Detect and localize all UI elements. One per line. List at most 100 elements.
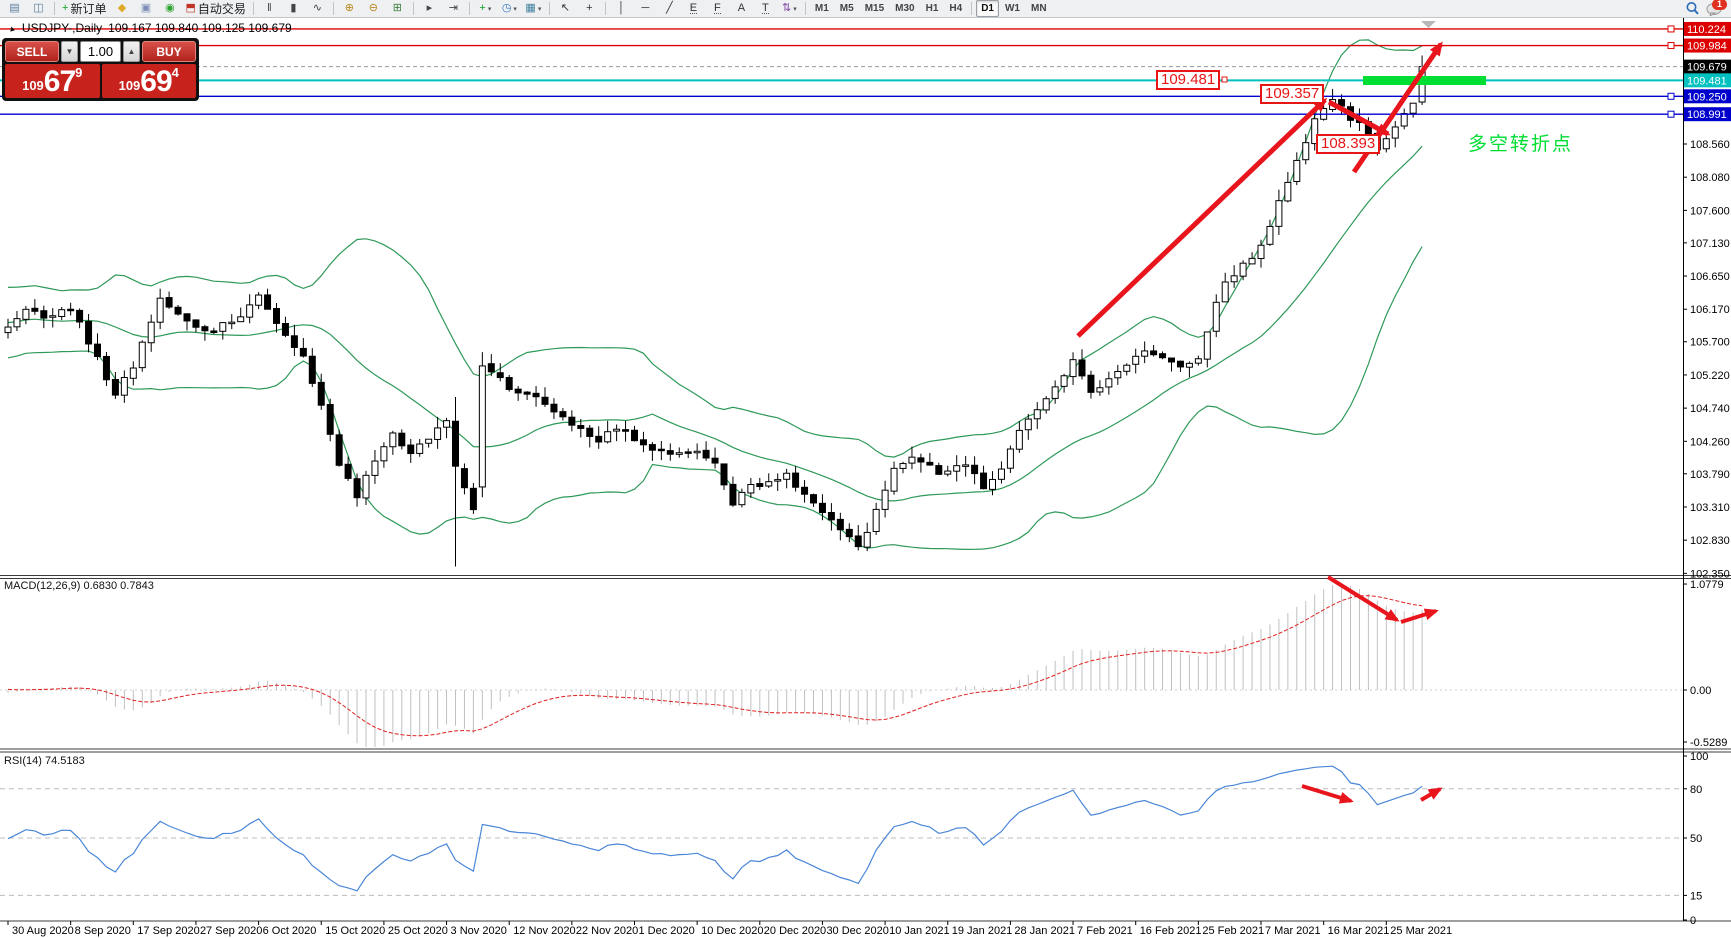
- text-label-tool-button[interactable]: T: [754, 0, 777, 18]
- price-annotation-109481[interactable]: 109.481: [1156, 70, 1221, 90]
- rsi-down-arrow[interactable]: [1301, 784, 1354, 804]
- zoom-in-button[interactable]: ⊕: [338, 0, 361, 18]
- zoom-out-button[interactable]: ⊖: [362, 0, 385, 18]
- templates-dropdown-icon[interactable]: ▾: [537, 5, 542, 13]
- volume-increase-button[interactable]: ▲: [123, 41, 140, 62]
- candle-body: [1006, 448, 1014, 469]
- chart-shift-marker[interactable]: [1421, 21, 1436, 28]
- candle-body: [94, 343, 101, 357]
- timeframe-M1[interactable]: M1: [814, 3, 829, 14]
- new-order-button[interactable]: + 新订单: [59, 0, 109, 18]
- candle-body: [443, 420, 451, 428]
- market-button[interactable]: ▣: [134, 0, 157, 18]
- crosshair-tool-button[interactable]: +: [578, 0, 601, 18]
- toolbar-separator: [971, 2, 973, 15]
- periods-button[interactable]: ◷ ▾: [498, 0, 521, 18]
- tile-windows-button[interactable]: ⊞: [386, 0, 409, 18]
- candle-body: [398, 432, 406, 447]
- metaeditor-button[interactable]: ◆: [110, 0, 133, 18]
- timeframe-M5[interactable]: M5: [839, 3, 854, 14]
- auto-scroll-button[interactable]: ▸: [418, 0, 441, 18]
- chart-profiles-button[interactable]: ◫: [27, 0, 50, 18]
- price-annotation-108393[interactable]: 108.393: [1316, 134, 1381, 154]
- line-chart-mode-button[interactable]: ∿: [306, 0, 329, 18]
- chart-collapse-icon[interactable]: ▲: [6, 22, 17, 34]
- price-tag: [1684, 89, 1731, 104]
- axis-tick-label: 104.260: [1690, 436, 1730, 448]
- indicators-list-dropdown-icon[interactable]: ▾: [487, 5, 492, 13]
- ask-base: 109: [118, 78, 141, 93]
- macd-flat-arrow[interactable]: [1400, 608, 1439, 624]
- line-chart-mode-icon: ∿: [312, 2, 322, 14]
- timeframe-D1[interactable]: D1: [976, 0, 999, 17]
- sell-button[interactable]: SELL: [5, 41, 59, 62]
- candle-body: [657, 448, 665, 452]
- timeframe-M15[interactable]: M15: [864, 3, 885, 14]
- annotation-handle[interactable]: [1221, 76, 1228, 83]
- periods-dropdown-icon[interactable]: ▾: [513, 5, 517, 13]
- fibonacci-tool-button[interactable]: F: [706, 0, 729, 18]
- autotrading-icon: ⬒: [185, 2, 196, 14]
- search-icon[interactable]: [1685, 1, 1700, 16]
- buy-button[interactable]: BUY: [142, 41, 196, 62]
- bar-chart-mode-button[interactable]: ‖: [258, 0, 281, 18]
- text-tool-button[interactable]: A: [730, 0, 753, 18]
- timeframe-M30[interactable]: M30: [895, 3, 915, 14]
- candle-body: [1248, 257, 1256, 265]
- axis-tick-label: 1.0779: [1690, 579, 1724, 591]
- notifications-icon[interactable]: 1: [1706, 0, 1727, 17]
- macd-down-arrow[interactable]: [1326, 575, 1400, 622]
- signals-button[interactable]: ◉: [158, 0, 181, 18]
- bid-price[interactable]: 109 67 9: [5, 64, 100, 98]
- candle-body: [138, 341, 146, 369]
- axis-tick-label: 50: [1690, 833, 1702, 845]
- trendline-tool-button[interactable]: ╱: [658, 0, 681, 18]
- cursor-tool-button[interactable]: ↖: [554, 0, 577, 18]
- volume-input[interactable]: 1.00: [80, 41, 121, 62]
- timeframe-MN[interactable]: MN: [1030, 3, 1047, 14]
- candle-body: [505, 377, 513, 390]
- macd-pane: [7, 584, 1423, 747]
- equidistant-channel-tool-button[interactable]: E: [682, 0, 705, 18]
- green-zone-rectangle[interactable]: [1363, 76, 1486, 85]
- date-tick-label: 7 Feb 2021: [1077, 925, 1133, 937]
- bollinger-l: [7, 246, 1423, 551]
- toolbar-separator: [54, 2, 55, 15]
- volume-decrease-button[interactable]: ▼: [61, 41, 78, 62]
- hline-handle[interactable]: [1667, 110, 1675, 118]
- price-annotation-109357[interactable]: 109.357: [1260, 84, 1325, 104]
- arrows-tool-dropdown-icon[interactable]: ▾: [793, 5, 797, 13]
- indicators-list-button[interactable]: + ▾: [474, 0, 497, 18]
- autotrading-button[interactable]: ⬒ 自动交易: [182, 0, 248, 18]
- vertical-line-tool-button[interactable]: │: [610, 0, 633, 18]
- new-chart-button[interactable]: ▤: [3, 0, 26, 18]
- pullback-arrow[interactable]: [1327, 99, 1391, 137]
- timeframe-H1[interactable]: H1: [925, 3, 939, 14]
- chart-shift-button[interactable]: ⇥: [442, 0, 465, 18]
- notification-count-badge: 1: [1712, 0, 1727, 10]
- market-icon: ▣: [140, 2, 152, 14]
- timeframe-W1[interactable]: W1: [1004, 3, 1020, 14]
- equidistant-channel-tool-icon: E: [689, 2, 698, 14]
- timeframe-H4[interactable]: H4: [949, 3, 963, 14]
- hline-handle[interactable]: [1667, 25, 1675, 33]
- symbol-period-label: USDJPY-,Daily: [21, 21, 103, 35]
- candle-body: [1239, 262, 1247, 277]
- horizontal-line-tool-button[interactable]: ─: [634, 0, 657, 18]
- hline-handle[interactable]: [1667, 42, 1675, 50]
- templates-button[interactable]: ▦ ▾: [522, 0, 545, 18]
- date-tick-label: 17 Sep 2020: [137, 925, 199, 937]
- hline-handle[interactable]: [1667, 92, 1675, 100]
- rsi-up-arrow[interactable]: [1419, 787, 1443, 802]
- trend-up-arrow-1[interactable]: [1076, 97, 1328, 338]
- candlestick-mode-button[interactable]: ▮: [282, 0, 305, 18]
- candle-body: [40, 310, 48, 319]
- turning-point-note[interactable]: 多空转折点: [1468, 134, 1574, 155]
- arrows-tool-button[interactable]: ⇅ ▾: [778, 0, 801, 18]
- candle-body: [1069, 359, 1077, 378]
- ask-price[interactable]: 109 69 4: [101, 64, 196, 98]
- text-label-tool-icon: T: [762, 2, 769, 14]
- macd-signal-line: [7, 595, 1423, 737]
- candle-body: [371, 460, 379, 476]
